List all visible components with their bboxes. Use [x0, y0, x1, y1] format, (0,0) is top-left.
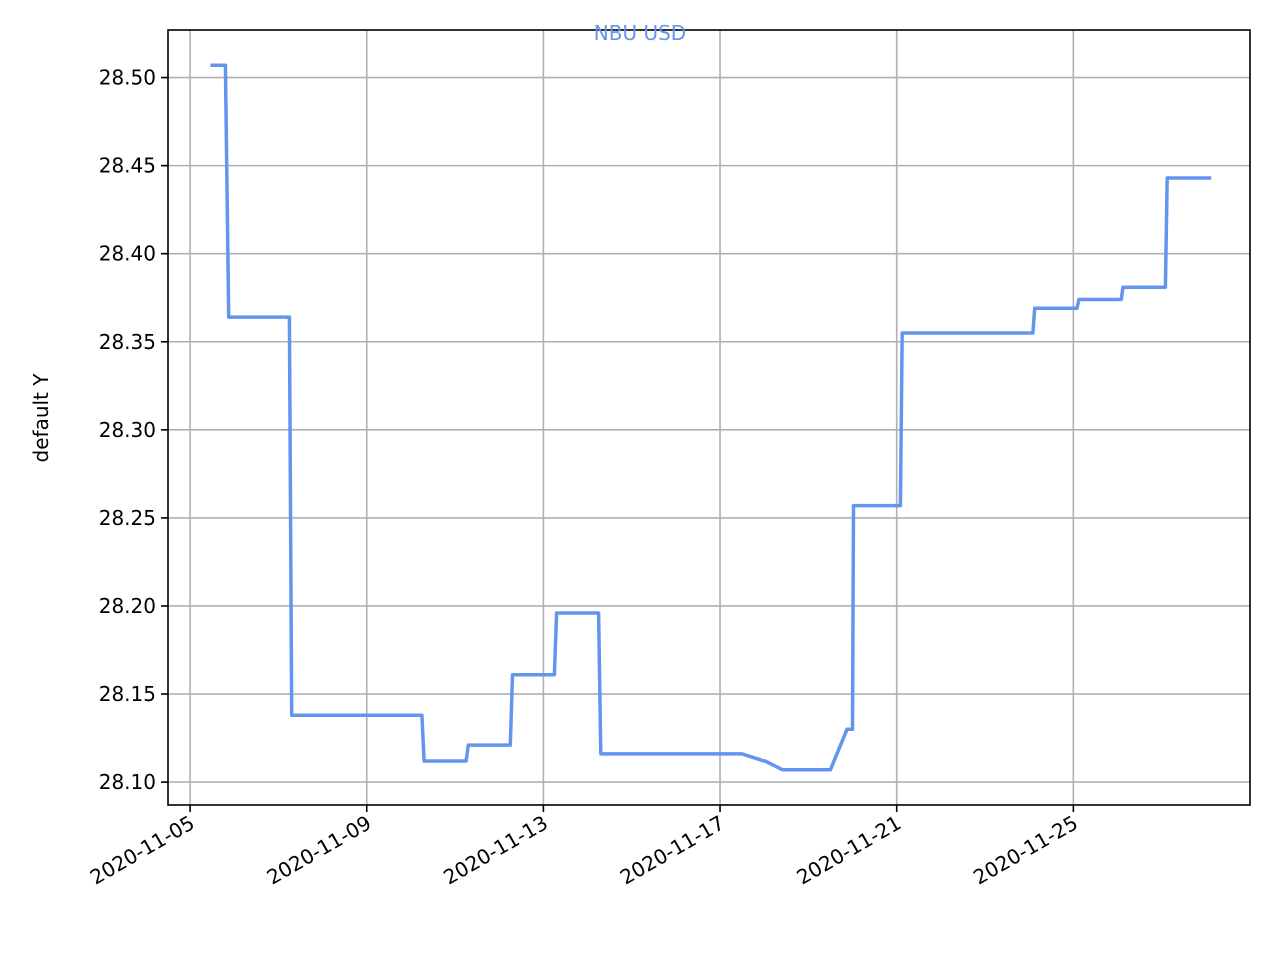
y-tick-label: 28.15 [99, 682, 156, 706]
y-tick-label: 28.20 [99, 594, 156, 618]
chart-title: NBU USD [594, 21, 686, 45]
series-layer [210, 63, 1212, 772]
grid-lines [168, 30, 1250, 805]
y-tick-label: 28.40 [99, 242, 156, 266]
y-tick-label: 28.50 [99, 66, 156, 90]
series-line [210, 63, 1212, 772]
y-tick-label: 28.45 [99, 154, 156, 178]
y-tick-label: 28.35 [99, 330, 156, 354]
y-tick-label: 28.25 [99, 506, 156, 530]
plot-area-frame [167, 29, 1251, 806]
y-tick-label: 28.30 [99, 418, 156, 442]
y-tick-label: 28.10 [99, 770, 156, 794]
y-axis-label: default Y [29, 373, 53, 463]
